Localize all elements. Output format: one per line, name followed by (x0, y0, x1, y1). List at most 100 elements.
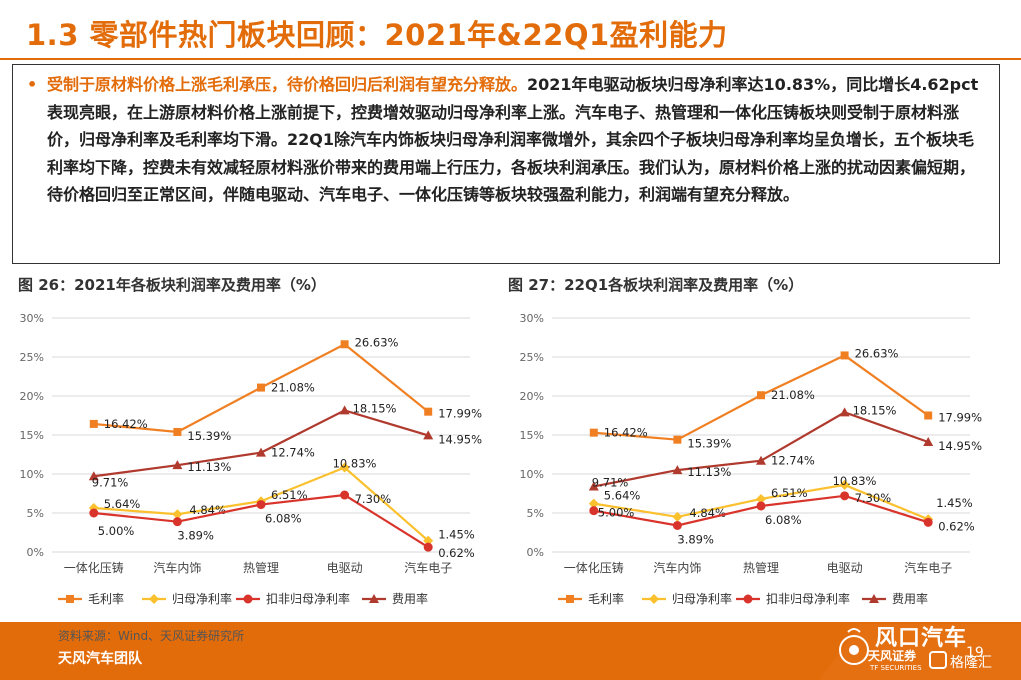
point-gross-interior (673, 435, 682, 444)
point-gross-die-casting (589, 428, 598, 437)
data-label-net-die-casting: 5.64% (104, 497, 141, 511)
legend-marker-deducted (243, 594, 253, 604)
y-tick-label: 25% (20, 351, 44, 364)
data-label-expense-die-casting: 9.71% (592, 475, 629, 489)
y-tick-label: 5% (27, 507, 44, 520)
data-label-net-die-casting: 5.64% (604, 489, 641, 503)
data-label-expense-electronics: 14.95% (938, 439, 982, 453)
chart-fig27: 0% 5% 10% 15% 20% 25% 30% 一体化压铸 汽车内饰 热管理 电驱动 汽车电子 16… (520, 312, 983, 606)
point-expense-die-casting (588, 481, 599, 491)
legend-label-expense: 费用率 (392, 591, 428, 606)
data-label-net-thermal: 6.51% (771, 486, 808, 500)
data-label-deducted-interior: 3.89% (177, 529, 214, 543)
y-tick-label: 30% (520, 312, 544, 325)
data-label-gross-die-casting: 16.42% (104, 417, 148, 431)
data-label-expense-thermal: 12.74% (271, 446, 315, 460)
source-note: 资料来源：Wind、天风证券研究所 (58, 629, 245, 643)
point-gross-e-drive (840, 351, 849, 360)
point-deducted-electronics (923, 517, 933, 527)
data-label-gross-interior: 15.39% (687, 437, 731, 451)
y-tick-label: 5% (527, 507, 544, 520)
point-expense-e-drive (839, 407, 850, 417)
data-label-expense-interior: 11.13% (687, 465, 731, 479)
brand-main: 风口汽车 (875, 626, 968, 651)
x-tick-label-e-drive: 电驱动 (827, 561, 863, 575)
data-label-deducted-die-casting: 5.00% (598, 506, 635, 520)
point-expense-electronics (423, 430, 434, 440)
x-tick-label-die-casting: 一体化压铸 (564, 560, 624, 575)
data-label-expense-e-drive: 18.15% (853, 403, 897, 417)
point-net-interior (672, 511, 683, 522)
legend-label-net: 归母净利率 (172, 591, 232, 606)
x-tick-label-thermal: 热管理 (743, 560, 779, 575)
point-gross-electronics (924, 411, 933, 420)
point-deducted-e-drive (840, 491, 850, 501)
point-gross-thermal (757, 391, 765, 400)
chart-fig26: 0% 5% 10% 15% 20% 25% 30% 一体化压铸 汽车内饰 热管理 电驱动 汽车电子 16… (20, 312, 483, 606)
x-tick-label-interior: 汽车内饰 (153, 560, 201, 575)
data-label-net-e-drive: 10.83% (833, 474, 877, 488)
point-gross-interior (173, 427, 182, 436)
bullet-icon: • (27, 75, 38, 94)
legend-marker-deducted (743, 594, 753, 604)
data-label-expense-electronics: 14.95% (438, 432, 482, 446)
summary-body: 2021年电驱动板块归母净利率达10.83%，同比增长4.62pct表现亮眼，在… (47, 75, 979, 204)
point-deducted-interior (172, 517, 182, 527)
data-label-deducted-e-drive: 7.30% (355, 492, 392, 506)
title-divider (0, 58, 1021, 60)
point-deducted-thermal (256, 500, 266, 510)
data-label-deducted-electronics: 0.62% (438, 546, 475, 560)
point-expense-electronics (923, 437, 934, 447)
point-gross-e-drive (340, 340, 349, 349)
legend-label-deducted: 扣非归母净利率 (266, 591, 350, 606)
data-label-net-electronics: 1.45% (936, 496, 973, 510)
data-label-gross-e-drive: 26.63% (355, 335, 399, 349)
point-net-electronics (423, 535, 434, 546)
x-tick-label-thermal: 热管理 (243, 560, 279, 575)
team-name: 天风汽车团队 (58, 651, 142, 667)
legend-marker-expense (369, 594, 379, 603)
y-tick-label: 25% (520, 351, 544, 364)
point-gross-electronics (424, 407, 433, 416)
point-deducted-die-casting (89, 508, 99, 518)
series-line-expense (593, 411, 929, 488)
legend-label-gross: 毛利率 (88, 591, 124, 606)
y-tick-label: 20% (20, 390, 44, 403)
point-expense-e-drive (339, 405, 350, 415)
point-deducted-electronics (423, 542, 433, 552)
legend-marker-gross (566, 595, 574, 603)
point-deducted-e-drive (340, 490, 350, 500)
y-tick-label: 30% (20, 312, 44, 325)
point-expense-die-casting (88, 471, 99, 481)
data-label-expense-e-drive: 18.15% (353, 401, 397, 415)
legend-marker-net (649, 594, 659, 604)
legend-marker-gross (66, 595, 74, 603)
data-label-gross-thermal: 21.08% (771, 388, 815, 402)
point-net-interior (172, 509, 183, 520)
point-gross-die-casting (89, 419, 98, 428)
brand-sub: 天风证券 (868, 649, 917, 663)
point-net-e-drive (339, 462, 350, 473)
point-gross-thermal (257, 383, 265, 392)
brand-right: 格隆汇 (950, 655, 992, 671)
data-label-gross-e-drive: 26.63% (855, 346, 899, 360)
y-tick-label: 20% (520, 390, 544, 403)
y-tick-label: 10% (520, 468, 544, 481)
point-expense-interior (672, 465, 683, 475)
legend-marker-expense (869, 594, 879, 603)
data-label-net-e-drive: 10.83% (333, 457, 377, 471)
data-label-deducted-die-casting: 5.00% (98, 524, 135, 538)
x-tick-label-electronics: 汽车电子 (404, 560, 452, 575)
brand-logo-icon (820, 624, 1021, 680)
data-label-expense-interior: 11.13% (187, 460, 231, 474)
data-label-expense-die-casting: 9.71% (92, 475, 129, 489)
data-label-gross-interior: 15.39% (187, 429, 231, 443)
y-tick-label: 0% (527, 546, 544, 559)
legend-label-deducted: 扣非归母净利率 (766, 591, 850, 606)
point-net-die-casting (588, 498, 599, 509)
data-label-net-thermal: 6.51% (271, 488, 308, 502)
point-deducted-die-casting (589, 506, 599, 516)
data-label-deducted-thermal: 6.08% (765, 513, 802, 527)
data-label-gross-electronics: 17.99% (438, 407, 482, 421)
point-expense-thermal (756, 455, 766, 465)
